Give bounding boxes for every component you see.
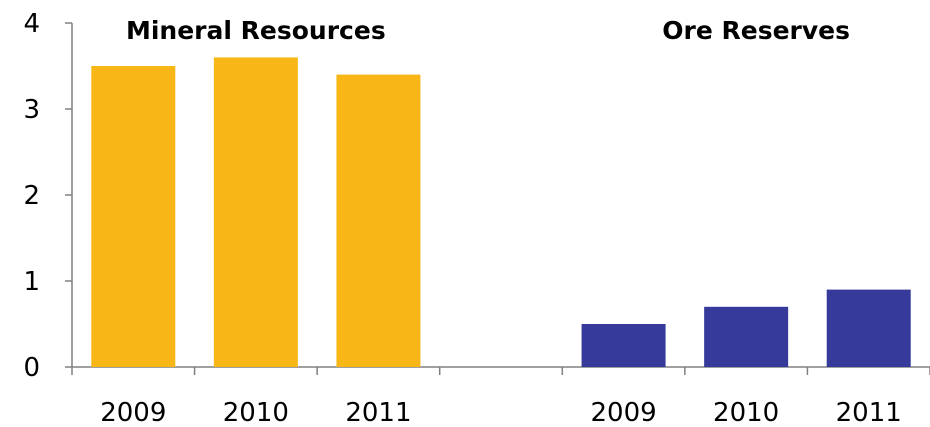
bars <box>91 57 911 368</box>
bar <box>826 289 911 367</box>
y-tick-label: 0 <box>23 353 40 383</box>
y-tick-label: 2 <box>23 181 40 211</box>
group-title: Ore Reserves <box>662 16 850 45</box>
x-tick-label: 2011 <box>836 398 902 427</box>
x-tick-label: 2009 <box>590 398 656 427</box>
y-tick-label: 3 <box>23 95 40 125</box>
category-labels: 2009 2010 2011 2009 2010 2011 <box>100 398 902 427</box>
x-tick-label: 2010 <box>713 398 779 427</box>
x-tick-label: 2010 <box>223 398 289 427</box>
y-tick-label: 1 <box>23 267 40 297</box>
x-tick-label: 2009 <box>100 398 166 427</box>
group-titles: Mineral Resources Ore Reserves <box>126 16 850 45</box>
bar <box>336 74 421 367</box>
bar <box>581 324 666 367</box>
x-axis <box>71 366 930 375</box>
bar <box>91 66 176 367</box>
x-tick-label: 2011 <box>345 398 411 427</box>
bar <box>704 306 789 367</box>
group-title: Mineral Resources <box>126 16 386 45</box>
y-axis: 0 1 2 3 4 <box>23 9 73 383</box>
y-tick-label: 4 <box>23 9 40 39</box>
bar <box>213 57 298 368</box>
